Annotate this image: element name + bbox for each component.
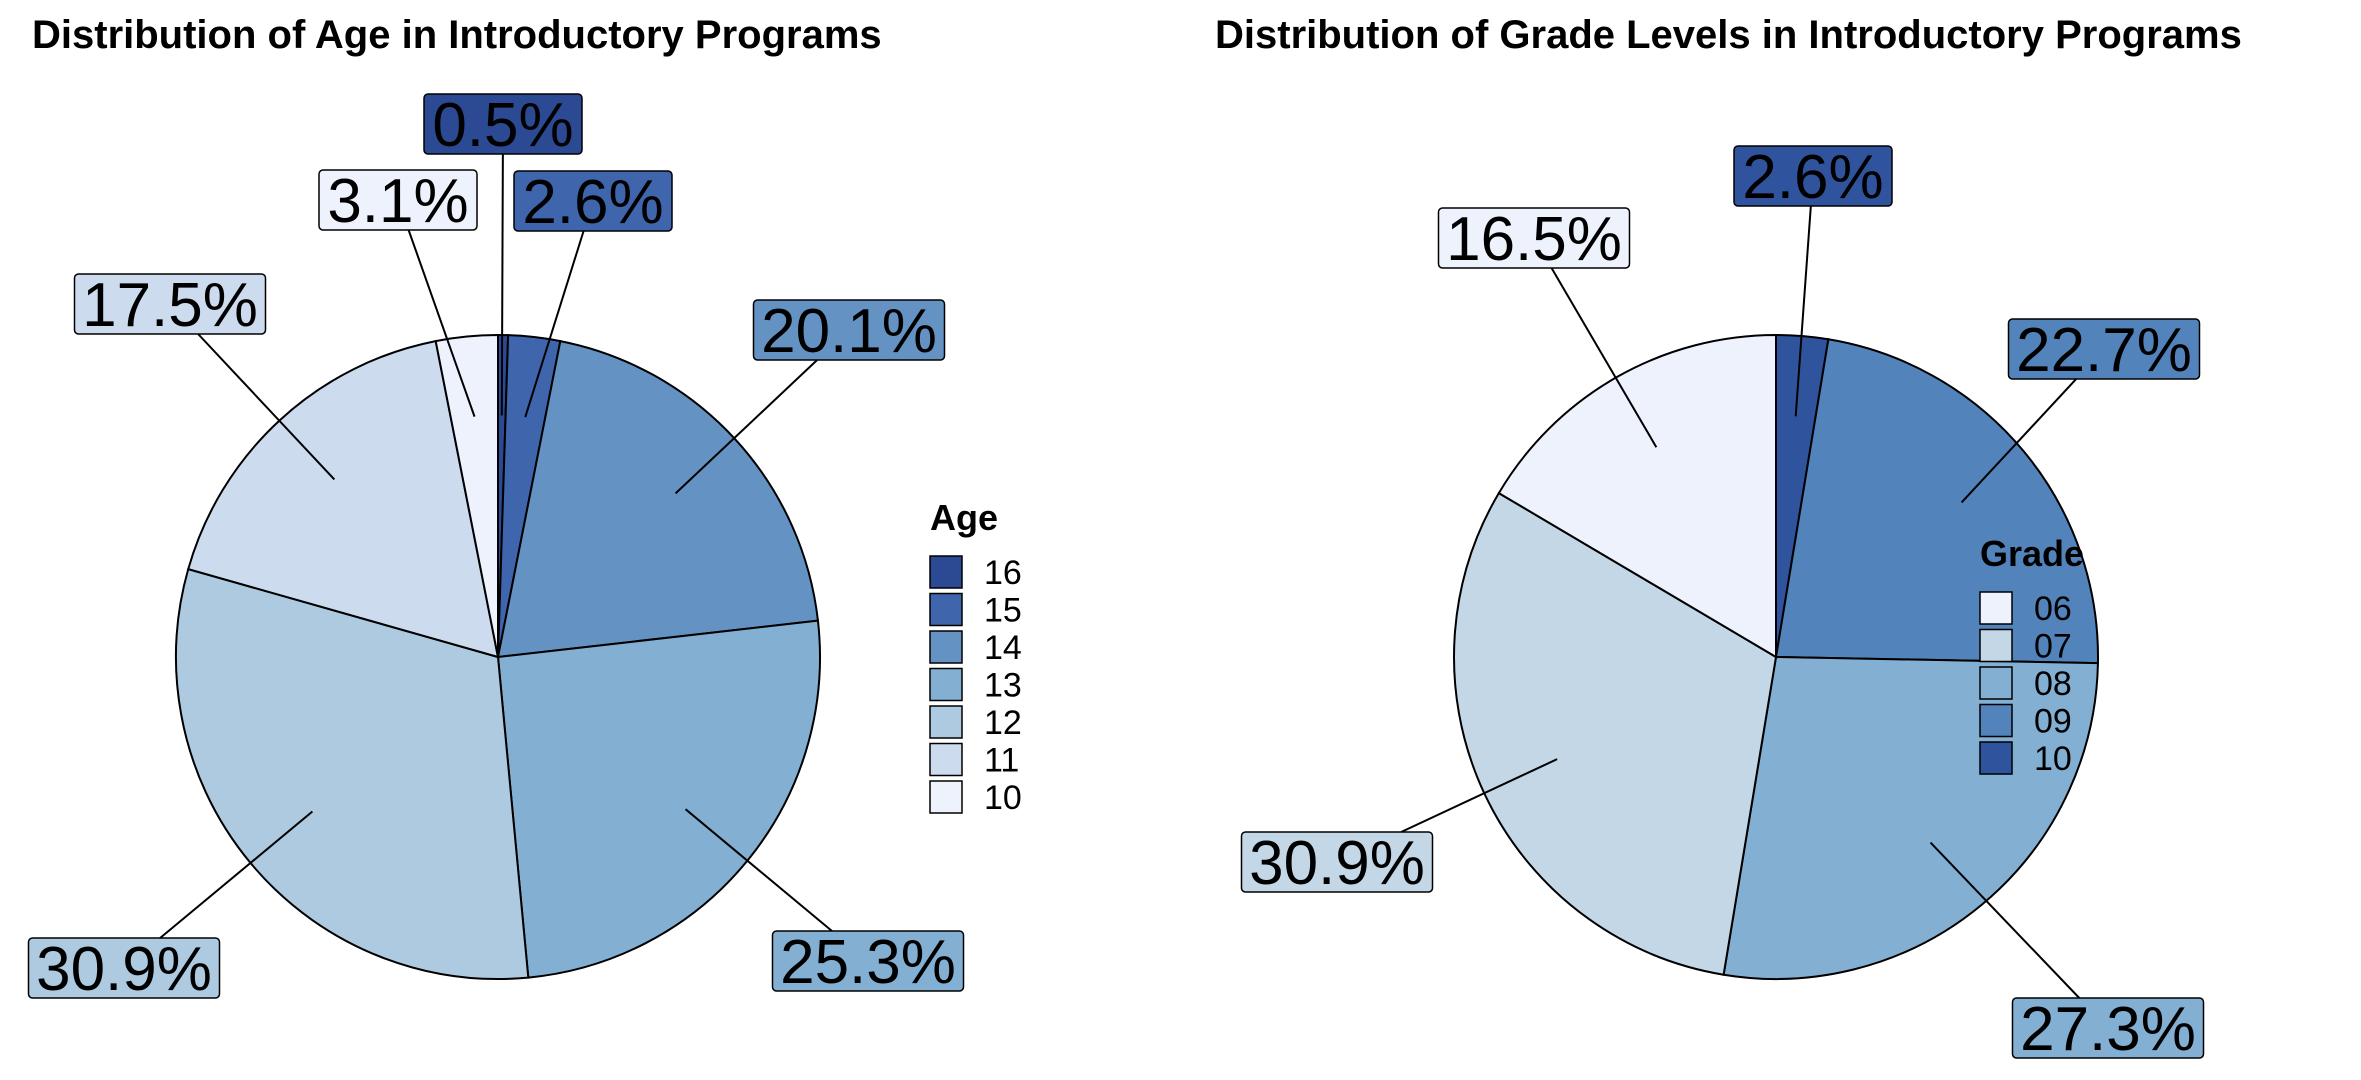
leader-line-06: [1550, 267, 1658, 448]
leader-line-15: [524, 230, 585, 418]
legend-swatch-07: [1979, 628, 2013, 663]
label-box-16: [423, 93, 583, 155]
leader-line-16: [500, 153, 504, 416]
legend-label: 06: [2034, 590, 2072, 628]
slice-percent-label: 20.1%: [761, 297, 937, 366]
slice-percent-label: 16.5%: [1446, 205, 1622, 274]
label-box-09: [2007, 318, 2201, 380]
legend-label: 12: [984, 704, 1022, 742]
slice-labels: 2.6% 22.7% 27.3% 30.9% 16.5%: [1240, 143, 2205, 1064]
legend-swatch-10: [1979, 741, 2013, 775]
legend-title: Age: [930, 497, 998, 538]
slice-percent-label: 22.7%: [2016, 316, 2192, 385]
leader-line-10: [1794, 205, 1812, 417]
label-box-07: [1240, 831, 1434, 893]
legend-swatch-10: [929, 780, 963, 814]
slice-percent-label: 2.6%: [1742, 143, 1883, 212]
slice-labels: 0.5% 2.6% 20.1% 25.3% 30.9% 17.5% 3.1%: [27, 91, 965, 1004]
legend-title: Grade: [1980, 533, 2084, 574]
pie-slice-09: [1774, 338, 2099, 665]
slice-percent-label: 3.1%: [327, 167, 468, 236]
legend-label: 09: [2034, 703, 2072, 741]
slice-percent-label: 25.3%: [780, 928, 956, 997]
slice-percent-label: 30.9%: [1249, 829, 1425, 898]
pie-chart-2: Distribution of Grade Levels in Introduc…: [1215, 13, 2242, 1064]
legend-label: 10: [984, 779, 1022, 817]
leader-line-13: [684, 808, 833, 932]
pie-slice-13: [496, 619, 821, 979]
slice-percent-label: 17.5%: [82, 271, 258, 340]
chart-title: Distribution of Age in Introductory Prog…: [32, 13, 882, 57]
legend-label: 15: [984, 592, 1022, 630]
legend-label: 07: [2034, 628, 2072, 666]
leader-line-11: [197, 333, 336, 481]
legend-label: 13: [984, 667, 1022, 705]
label-box-10: [1733, 145, 1893, 207]
leader-line-12: [159, 810, 314, 939]
legend-label: 11: [984, 742, 1019, 780]
slice-percent-label: 2.6%: [522, 168, 663, 237]
leader-line-14: [674, 359, 818, 495]
legend-swatch-16: [929, 555, 963, 589]
label-box-14: [752, 299, 946, 361]
legend-swatch-09: [1979, 703, 2013, 738]
pie-slices: [1453, 333, 2099, 980]
pie-slice-08: [1722, 655, 2099, 980]
legend-swatch-13: [929, 667, 963, 702]
label-box-10: [318, 169, 478, 231]
leader-line-09: [1960, 378, 2077, 504]
slice-percent-label: 30.9%: [36, 935, 212, 1004]
legend-swatch-12: [929, 705, 963, 739]
legend-swatch-06: [1979, 591, 2013, 625]
legend-swatch-11: [929, 742, 963, 777]
label-box-13: [771, 930, 965, 992]
label-box-06: [1437, 207, 1631, 269]
leader-line-08: [1929, 841, 2081, 999]
legend-swatch-14: [929, 630, 963, 664]
legend-swatch-08: [1979, 666, 2013, 700]
pie-slices: [175, 333, 821, 980]
leader-line-10: [407, 229, 476, 417]
label-box-11: [73, 273, 267, 335]
pie-chart-1: Distribution of Age in Introductory Prog…: [27, 13, 1022, 1004]
legend-swatch-15: [929, 592, 963, 627]
legend-label: 14: [984, 629, 1022, 667]
label-box-15: [513, 170, 673, 232]
leader-line-07: [1400, 758, 1558, 833]
label-box-08: [2011, 997, 2205, 1059]
chart-title: Distribution of Grade Levels in Introduc…: [1215, 13, 2242, 57]
slice-percent-label: 27.3%: [2020, 995, 2196, 1064]
legend-label: 08: [2034, 665, 2072, 703]
slice-percent-label: 0.5%: [432, 91, 573, 160]
pie-slice-10: [434, 333, 499, 658]
legend-label: 16: [984, 554, 1022, 592]
legend-label: 10: [2034, 740, 2072, 778]
label-box-12: [27, 937, 221, 999]
